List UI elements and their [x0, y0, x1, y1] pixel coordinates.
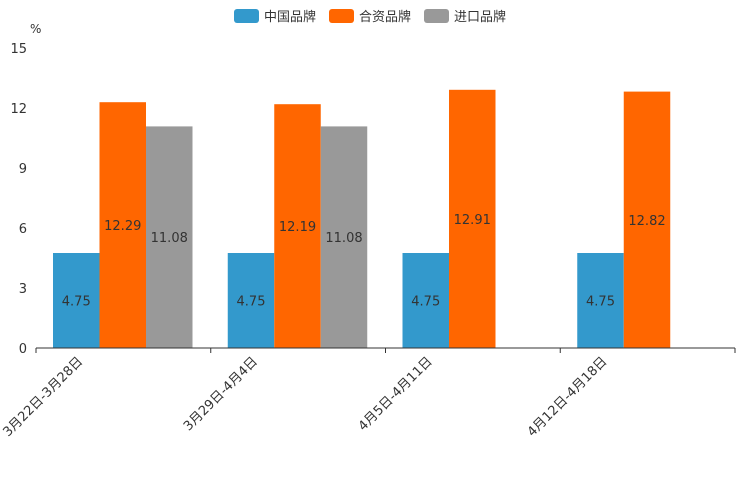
y-tick-label: 15	[10, 42, 27, 57]
y-axis: 0 3 6 9 12 15	[10, 42, 27, 357]
bar[interactable]	[274, 104, 321, 348]
bar[interactable]	[146, 126, 193, 349]
legend-item[interactable]: 进口品牌	[424, 9, 506, 25]
data-label: 12.82	[628, 214, 665, 229]
bar[interactable]	[99, 102, 147, 348]
y-tick-label: 9	[19, 162, 27, 177]
data-label: 12.19	[279, 220, 316, 235]
legend-swatch	[234, 9, 259, 23]
bars: 4.75 12.29 11.08 4.75 12.19 11.08 4.75 12.91 4.7…	[53, 89, 671, 349]
legend: 中国品牌 合资品牌 进口品牌	[234, 9, 506, 25]
x-tick-label: 3月29日-4月4日	[181, 354, 261, 434]
bar[interactable]	[449, 89, 496, 349]
x-tick-label: 4月12日-4月18日	[525, 354, 611, 440]
legend-label: 进口品牌	[454, 9, 506, 25]
legend-swatch	[329, 9, 354, 23]
legend-label: 中国品牌	[264, 9, 316, 25]
y-tick-label: 0	[19, 342, 27, 357]
data-label: 11.08	[151, 231, 188, 246]
bar[interactable]	[623, 91, 671, 348]
x-tick-label: 4月5日-4月11日	[356, 354, 436, 434]
bar[interactable]	[320, 126, 368, 349]
bar[interactable]	[577, 253, 624, 348]
legend-label: 合资品牌	[359, 9, 411, 25]
data-label: 4.75	[62, 295, 91, 310]
bar[interactable]	[227, 253, 275, 348]
legend-item[interactable]: 中国品牌	[234, 9, 316, 25]
legend-swatch	[424, 9, 449, 23]
y-tick-label: 3	[19, 282, 27, 297]
data-label: 4.75	[411, 295, 440, 310]
x-tick-label: 3月22日-3月28日	[0, 354, 86, 440]
data-label: 11.08	[325, 231, 362, 246]
bar[interactable]	[53, 253, 100, 348]
data-label: 12.29	[104, 219, 141, 234]
y-tick-label: 12	[10, 102, 27, 117]
data-label: 4.75	[237, 295, 266, 310]
y-tick-label: 6	[19, 222, 27, 237]
data-label: 4.75	[586, 295, 615, 310]
y-axis-unit: %	[30, 22, 41, 36]
legend-item[interactable]: 合资品牌	[329, 9, 411, 25]
x-axis: 3月22日-3月28日 3月29日-4月4日 4月5日-4月11日 4月12日-4月1…	[0, 347, 736, 440]
data-label: 12.91	[454, 213, 491, 228]
bar[interactable]	[402, 253, 450, 348]
